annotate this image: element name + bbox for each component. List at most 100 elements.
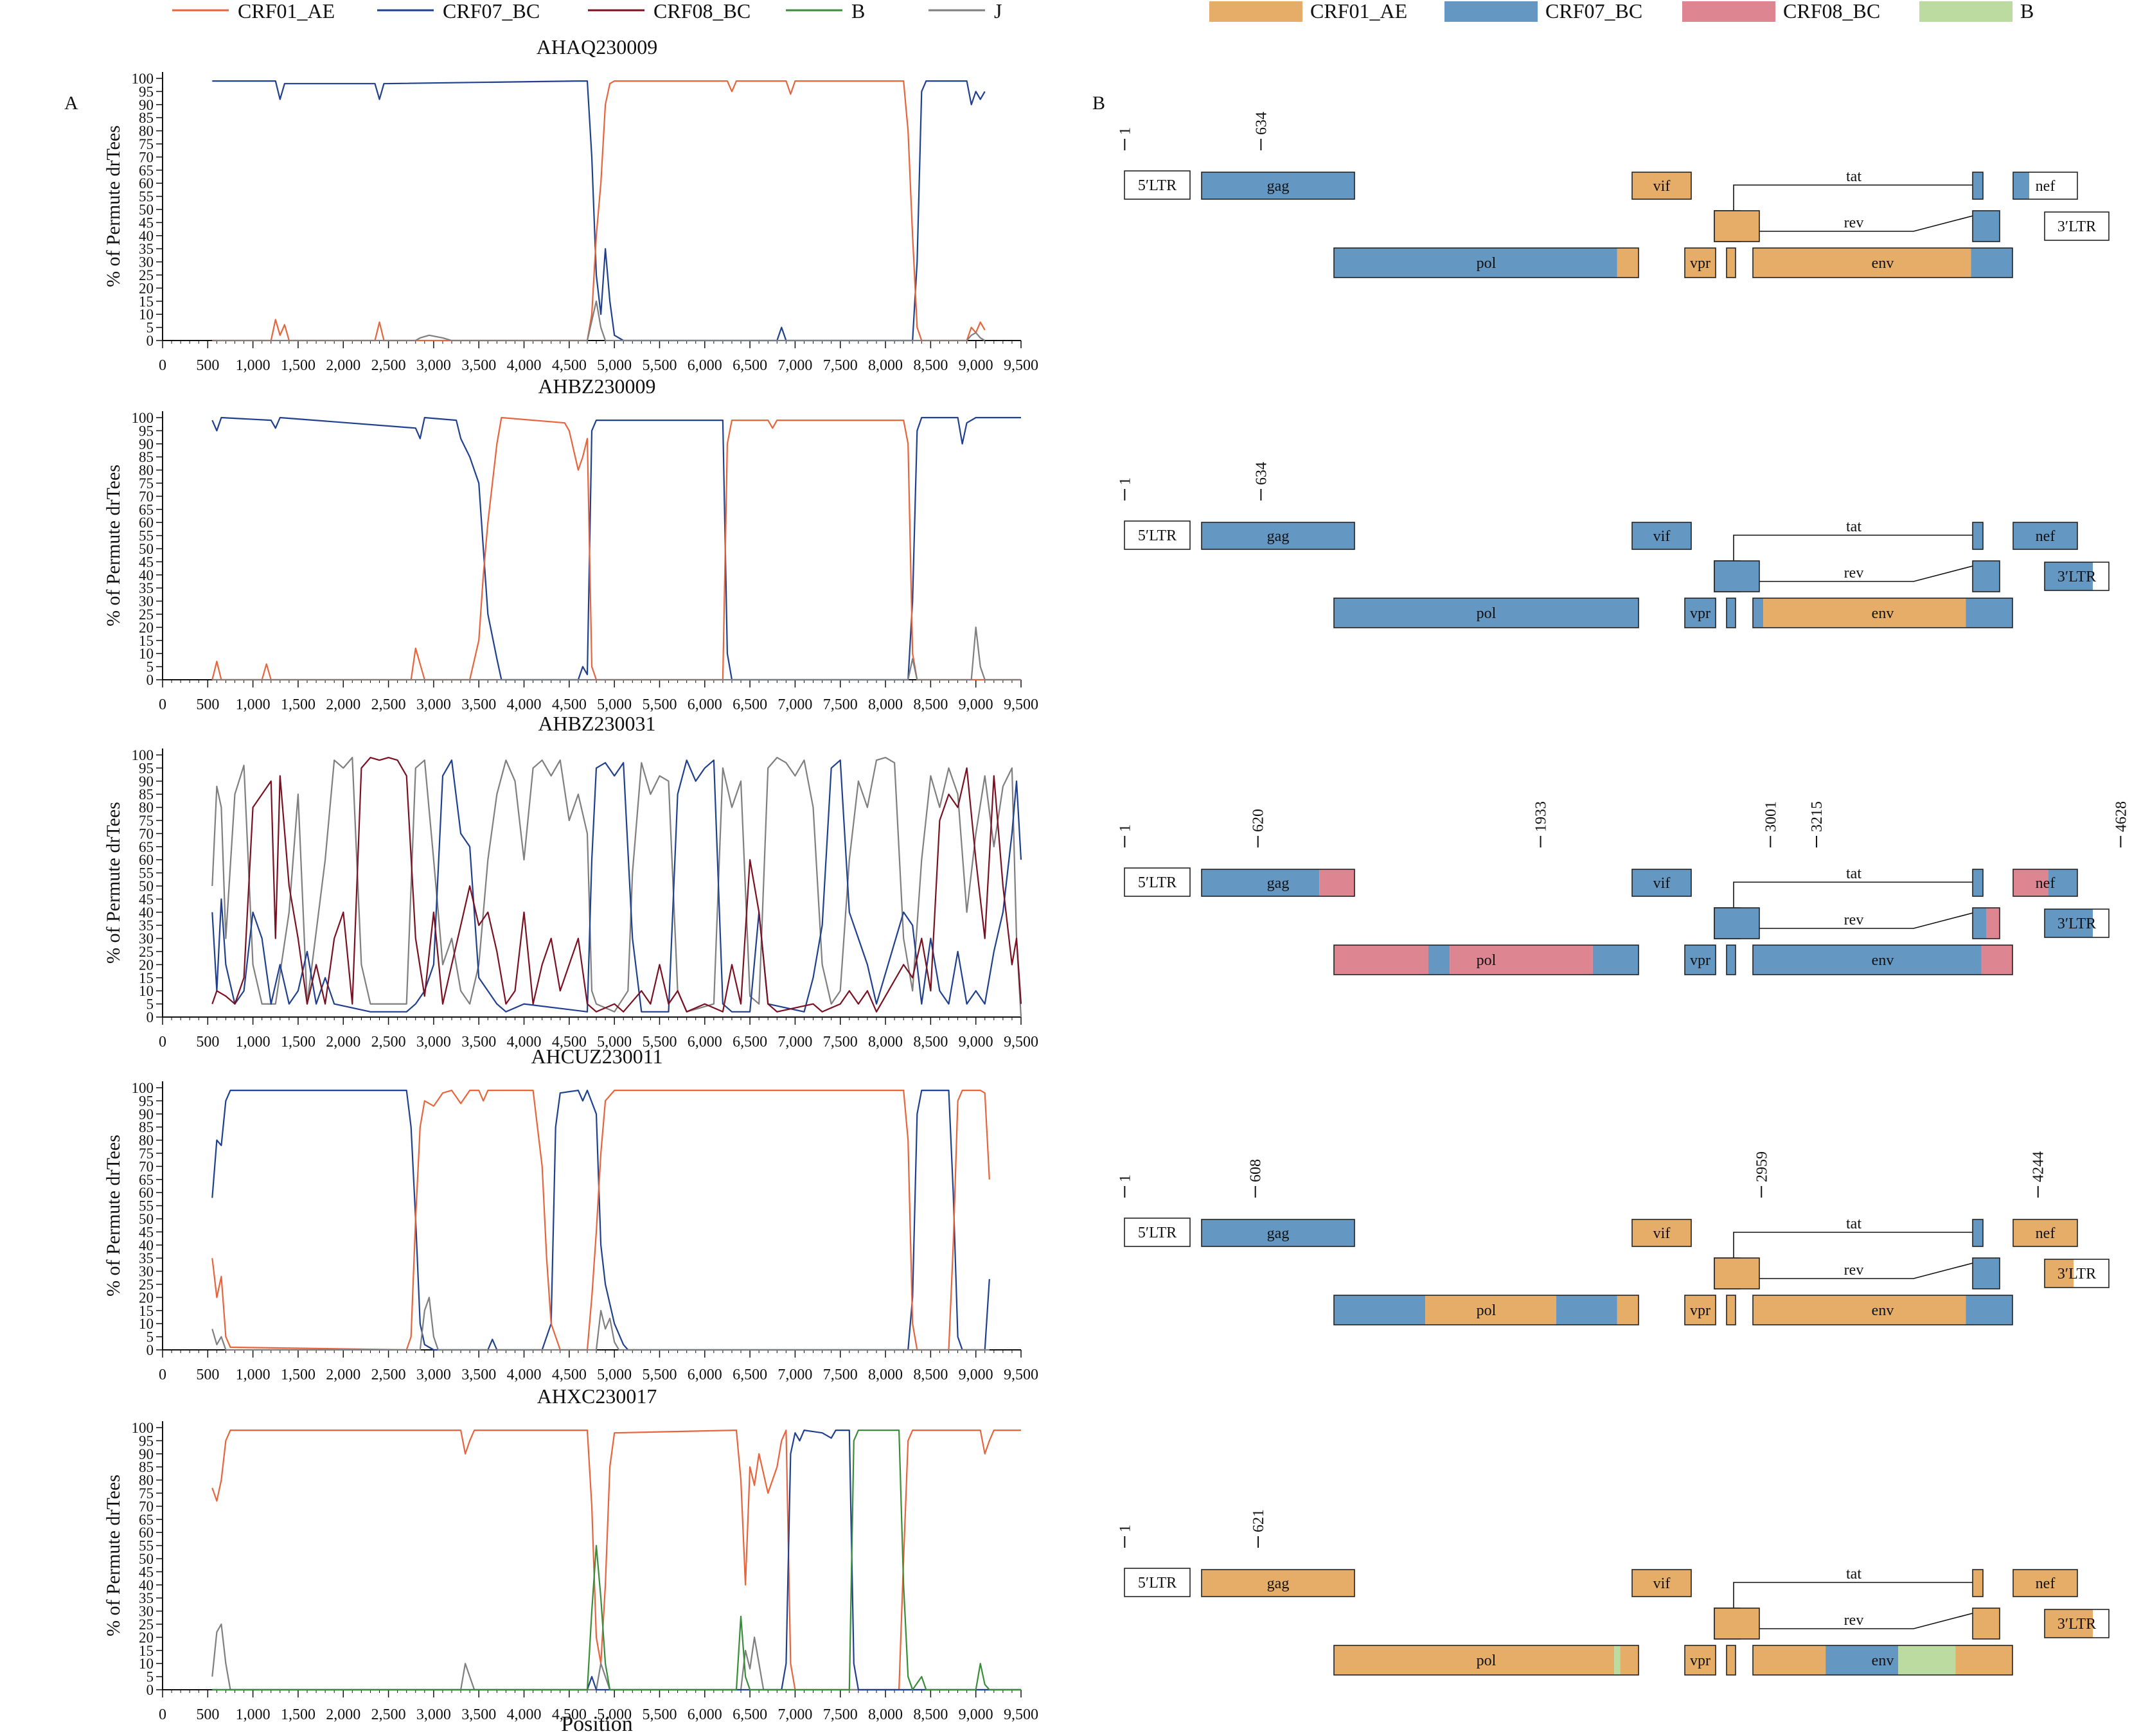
y-tick-label: 100 [132,747,154,763]
gene-label: vif [1653,528,1671,545]
x-tick-label: 500 [196,1706,219,1723]
breakpoint-label: 1 [1117,1174,1133,1182]
gene-label: vif [1653,178,1671,195]
breakpoint-label: 634 [1253,462,1270,485]
y-axis-title: % of Permute drTees [103,125,124,287]
gene-vif: vif [1631,522,1692,550]
y-tick-label: 85 [139,449,154,465]
gene-segment [1973,1219,1983,1246]
gene-segment [1617,1295,1639,1325]
gene-ltr5: 5′LTR [1124,170,1191,200]
gene-segment [2013,1570,2077,1597]
gene-gag: gag [1201,172,1355,200]
gene-segment [1753,598,1764,628]
x-tick-label: 2,500 [371,696,406,713]
gene-box-outline [1972,1608,2000,1640]
x-tick-label: 5,000 [597,696,632,713]
gene-label: 5′LTR [1138,527,1177,544]
y-tick-label: 40 [139,228,154,244]
gene-pol: pol [1333,944,1639,975]
gene-segment [1685,598,1716,628]
gene-label: nef [2036,1575,2056,1592]
gene-box-outline [2044,908,2110,938]
x-tick-label: 8,000 [868,1367,903,1383]
gene-tatE [1726,1295,1736,1325]
gene-segment [1202,172,1355,199]
y-tick-label: 55 [139,189,154,205]
gene-segment [1632,1570,1691,1597]
gene-label: pol [1477,1652,1497,1669]
y-tick-label: 45 [139,554,154,570]
gene-box-outline [1752,1295,2013,1325]
gene-box-bg [1124,868,1190,896]
tat-splice-line [1733,1582,1976,1608]
gene-box-outline [1201,522,1355,550]
gene-label: nef [2036,178,2056,195]
y-tick-label: 75 [139,1485,154,1501]
legend-a-label: J [994,0,1002,22]
gene-box-outline [1124,1218,1191,1247]
gene-box-outline [1333,247,1639,278]
x-tick-label: 5,500 [642,1367,677,1383]
series-line-B [212,1430,1021,1691]
panel-title: AHBZ230009 [538,375,655,398]
gene-box-outline [1972,522,1984,550]
gene-box-outline [2044,1259,2110,1288]
x-tick-label: 1,000 [236,357,271,374]
y-tick-label: 40 [139,1577,154,1593]
gene-box-outline [1752,944,2013,975]
gene-pol: pol [1333,247,1639,278]
y-tick-label: 90 [139,97,154,113]
gene-segment [1753,1645,1826,1675]
gene-box-outline [1124,170,1191,200]
tat-label: tat [1846,1566,1861,1582]
y-tick-label: 70 [139,826,154,842]
gene-label: env [1872,1652,1894,1669]
gene-segment [1334,598,1639,628]
x-tick-label: 6,500 [733,1034,767,1050]
x-tick-label: 8,000 [868,357,903,374]
gene-box-outline [1726,598,1736,628]
y-tick-label: 15 [139,1643,154,1659]
gene-label: vpr [1690,1302,1710,1319]
y-tick-label: 30 [139,1604,154,1620]
x-tick-label: 6,500 [733,1706,767,1723]
x-tick-label: 8,500 [913,1034,948,1050]
x-tick-label: 3,500 [461,357,496,374]
gene-segment [1620,1645,1639,1675]
y-tick-label: 5 [147,320,154,336]
gene-box-outline [1714,907,1760,939]
x-tick-label: 4,000 [507,1706,542,1723]
gene-nef: nef [2012,172,2078,200]
rev-label: rev [1844,215,1864,231]
gene-box-outline [2044,1609,2110,1638]
x-tick-label: 3,000 [416,357,451,374]
breakpoint-label: 4244 [2030,1151,2047,1182]
y-tick-label: 20 [139,280,154,296]
gene-box-outline [1972,1569,1984,1597]
gene-vpr: vpr [1684,1295,1716,1325]
gene-segment [1753,1295,1966,1325]
y-tick-label: 35 [139,917,154,934]
legend-a-item: CRF07_BC [377,0,540,22]
genome-map: 1634488484048960tatrev5′LTRgagvifvpunef3… [1117,112,2110,278]
genome-map: 1634632383279552tatrev5′LTRgagvifvpunef3… [1117,462,2110,628]
y-tick-label: 60 [139,175,154,191]
tat-splice-line [1733,1232,1976,1258]
gene-segment [2045,1259,2074,1288]
gene-vpu [1714,560,1760,592]
gene-ltr3: 3′LTR [2044,1609,2110,1638]
gene-tat2 [1972,1569,1984,1597]
legend-b-swatch [1209,1,1302,22]
gene-vpu [1714,210,1760,242]
y-tick-label: 0 [147,1342,154,1358]
gene-box-outline [1726,1295,1736,1325]
breakpoint-label: 4628 [2113,801,2129,832]
gene-tat2 [1972,172,1984,200]
tat-splice-line [1733,881,1976,908]
gene-segment [1632,522,1691,549]
x-tick-label: 7,000 [777,1034,812,1050]
gene-env: env [1752,1295,2013,1325]
gene-box-outline [1972,869,1984,897]
